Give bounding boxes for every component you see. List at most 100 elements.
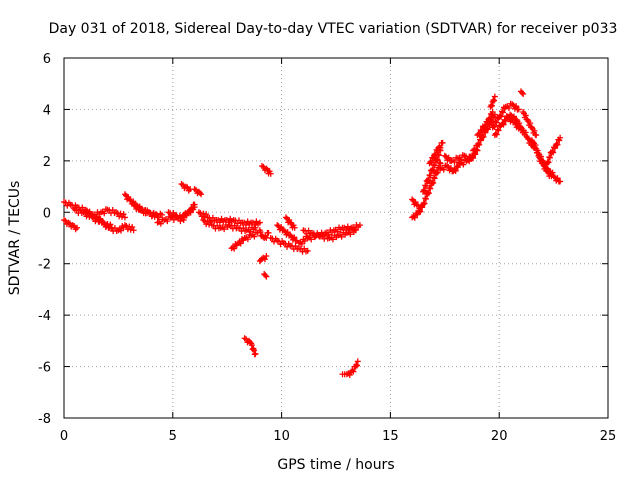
data-band — [449, 154, 460, 165]
data-band — [173, 212, 183, 222]
data-band — [436, 139, 445, 151]
data-band — [549, 144, 558, 156]
data-band — [275, 238, 286, 248]
data-band — [328, 232, 340, 243]
data-band — [188, 201, 197, 213]
data-point — [265, 229, 272, 236]
data-band — [66, 220, 75, 230]
x-tick-label: 10 — [273, 429, 290, 444]
data-point — [291, 224, 298, 231]
y-tick-label: 0 — [43, 206, 51, 221]
data-band — [332, 224, 344, 235]
y-tick-label: -2 — [38, 258, 51, 273]
data-point — [121, 191, 128, 198]
data-point — [126, 196, 133, 203]
data-band — [193, 187, 201, 197]
data-band — [471, 142, 480, 154]
data-band — [410, 210, 421, 221]
data-point — [282, 214, 289, 221]
data-point — [256, 219, 263, 226]
data-point — [489, 109, 496, 115]
data-band — [479, 128, 489, 141]
data-band — [251, 347, 258, 358]
data-band — [162, 213, 172, 225]
data-band — [260, 163, 268, 174]
data-band — [91, 209, 103, 220]
data-band — [431, 146, 441, 159]
data-band — [499, 113, 510, 128]
data-band — [179, 181, 188, 192]
data-band — [519, 89, 526, 96]
data-point — [515, 106, 522, 113]
data-point — [280, 227, 287, 234]
data-band — [306, 232, 318, 243]
data-band — [108, 225, 120, 235]
data-band — [427, 154, 437, 166]
data-band — [486, 110, 495, 123]
data-band — [488, 113, 497, 125]
x-tick-label: 0 — [60, 429, 68, 444]
data-band — [62, 217, 70, 228]
data-band — [488, 102, 495, 109]
y-tick-label: -6 — [38, 361, 51, 376]
data-band — [154, 210, 164, 221]
data-band — [518, 125, 530, 140]
data-band — [257, 229, 265, 240]
data-point — [121, 214, 128, 221]
data-point — [304, 247, 311, 254]
data-point — [509, 101, 516, 108]
data-band — [553, 136, 563, 148]
data-point — [274, 222, 281, 229]
y-tick-label: -4 — [38, 309, 51, 324]
data-point — [557, 134, 564, 141]
data-band — [249, 229, 260, 240]
data-band — [219, 221, 231, 233]
data-band — [490, 97, 498, 104]
data-band — [156, 216, 166, 227]
data-band — [463, 153, 473, 163]
data-band — [197, 190, 203, 196]
x-axis-label: GPS time / hours — [277, 457, 394, 473]
data-point — [267, 170, 274, 177]
data-point — [130, 227, 137, 234]
data-band — [349, 221, 362, 233]
data-band — [243, 336, 251, 346]
data-point — [100, 219, 107, 226]
data-point — [443, 163, 450, 169]
data-point — [409, 196, 416, 203]
x-tick-label: 5 — [169, 429, 177, 444]
data-band — [323, 227, 336, 238]
chart-title: Day 031 of 2018, Sidereal Day-to-day VTE… — [49, 21, 618, 37]
data-band — [236, 225, 249, 235]
data-band — [297, 245, 309, 255]
data-point — [491, 93, 498, 100]
data-points — [61, 88, 564, 378]
data-point — [198, 191, 205, 198]
data-band — [232, 217, 244, 227]
data-band — [310, 230, 323, 240]
data-band — [439, 162, 449, 173]
data-band — [416, 203, 426, 215]
data-band — [241, 218, 253, 228]
x-tick-label: 20 — [491, 429, 508, 444]
data-band — [245, 224, 257, 235]
data-band — [167, 209, 177, 219]
data-band — [138, 207, 151, 217]
data-point — [507, 111, 514, 118]
data-point — [557, 178, 564, 185]
data-band — [71, 223, 79, 233]
data-band — [345, 227, 357, 238]
data-band — [484, 121, 493, 133]
data-band — [248, 342, 256, 353]
data-band — [456, 152, 466, 163]
data-band — [147, 209, 157, 219]
data-band — [69, 202, 79, 212]
data-point — [352, 227, 359, 234]
data-band — [262, 272, 269, 279]
data-band — [99, 206, 109, 217]
data-band — [243, 231, 253, 243]
data-band — [341, 223, 353, 234]
x-tick-label: 15 — [382, 429, 399, 444]
data-point — [263, 165, 270, 172]
